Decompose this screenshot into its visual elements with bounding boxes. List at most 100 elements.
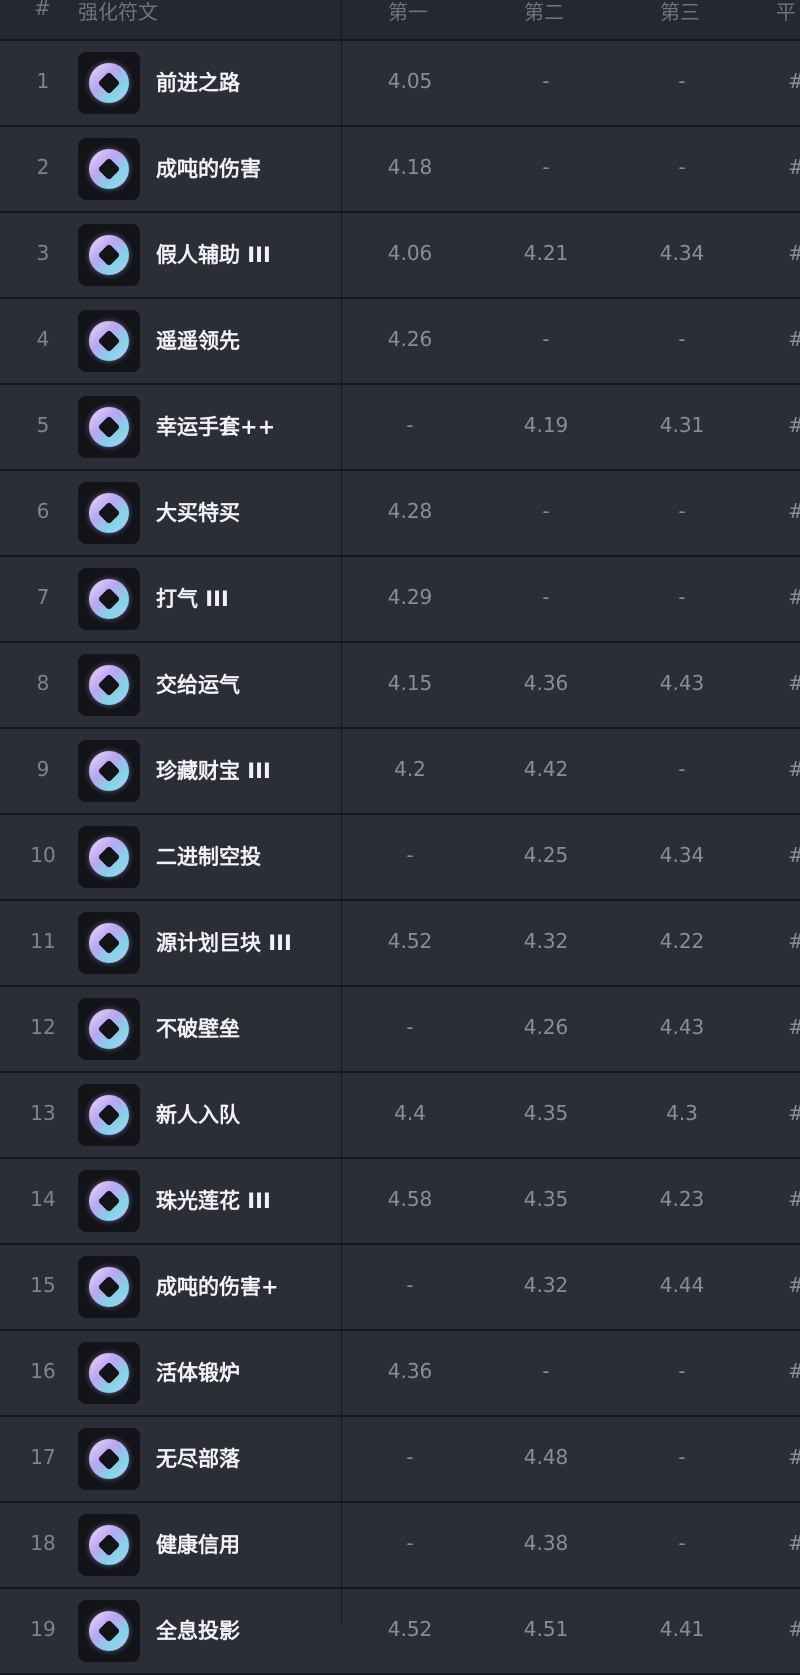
augment-name: 前进之路	[156, 71, 240, 95]
rank: 13	[30, 1101, 56, 1125]
augment-name: 幸运手套++	[156, 415, 276, 439]
avg-value: #	[788, 1617, 800, 1641]
rank: 12	[30, 1015, 56, 1039]
augment-name: 珠光莲花 III	[156, 1189, 271, 1213]
second-value: 4.19	[523, 413, 569, 437]
third-value: 4.31	[659, 413, 705, 437]
augment-name: 无尽部落	[156, 1447, 240, 1471]
table-row[interactable]: 8 交给运气 4.15 4.36 4.43 #	[0, 643, 800, 729]
swirl-icon	[78, 1256, 140, 1318]
third-value: 4.41	[659, 1617, 705, 1641]
header-third[interactable]: 第三	[660, 0, 700, 24]
first-value: 4.52	[387, 929, 433, 953]
table-row[interactable]: 1 前进之路 4.05 - - #	[0, 41, 800, 127]
third-value: -	[678, 155, 686, 179]
second-value: 4.36	[523, 671, 569, 695]
third-value: -	[678, 1531, 686, 1555]
avg-value: #	[788, 757, 800, 781]
second-value: 4.51	[523, 1617, 569, 1641]
augment-name: 珍藏财宝 III	[156, 759, 271, 783]
table-row[interactable]: 2 成吨的伤害 4.18 - - #	[0, 127, 800, 213]
money-bag-icon	[78, 1514, 140, 1576]
burst-icon	[78, 568, 140, 630]
table-row[interactable]: 6 大买特买 4.28 - - #	[0, 471, 800, 557]
second-value: -	[542, 499, 550, 523]
table-row[interactable]: 10 二进制空投 - 4.25 4.34 #	[0, 815, 800, 901]
shield-icon	[78, 998, 140, 1060]
avg-value: #	[788, 1273, 800, 1297]
third-value: 4.44	[659, 1273, 705, 1297]
header-first[interactable]: 第一	[388, 0, 428, 24]
second-value: 4.48	[523, 1445, 569, 1469]
mystery-box-icon	[78, 740, 140, 802]
augment-name: 全息投影	[156, 1619, 240, 1643]
augment-name: 二进制空投	[156, 845, 261, 869]
augment-name: 新人入队	[156, 1103, 240, 1127]
table-row[interactable]: 7 打气 III 4.29 - - #	[0, 557, 800, 643]
header-avg[interactable]: 平	[776, 0, 796, 24]
second-value: 4.25	[523, 843, 569, 867]
first-value: 4.29	[387, 585, 433, 609]
table-row[interactable]: 14 珠光莲花 III 4.58 4.35 4.23 #	[0, 1159, 800, 1245]
first-value: -	[406, 1273, 414, 1297]
table-row[interactable]: 13 新人入队 4.4 4.35 4.3 #	[0, 1073, 800, 1159]
second-value: 4.32	[523, 929, 569, 953]
helmet-flag-icon	[78, 1084, 140, 1146]
lotus-icon	[78, 1170, 140, 1232]
column-divider	[341, 0, 342, 1623]
first-value: 4.18	[387, 155, 433, 179]
header-rank: #	[34, 0, 51, 20]
table-row[interactable]: 18 健康信用 - 4.38 - #	[0, 1503, 800, 1589]
avg-value: #	[788, 1015, 800, 1039]
augment-name: 遥遥领先	[156, 329, 240, 353]
third-value: 4.22	[659, 929, 705, 953]
table-row[interactable]: 5 幸运手套++ - 4.19 4.31 #	[0, 385, 800, 471]
money-bag-slash-icon	[78, 310, 140, 372]
table-row[interactable]: 19 全息投影 4.52 4.51 4.41 #	[0, 1589, 800, 1675]
rank: 1	[36, 69, 50, 93]
helmet-icon	[78, 1428, 140, 1490]
first-value: 4.58	[387, 1187, 433, 1211]
paw-glove-icon	[78, 396, 140, 458]
augment-name: 成吨的伤害	[156, 157, 261, 181]
anvil-icon	[78, 1342, 140, 1404]
rank: 14	[30, 1187, 56, 1211]
table-row[interactable]: 9 珍藏财宝 III 4.2 4.42 - #	[0, 729, 800, 815]
second-value: 4.32	[523, 1273, 569, 1297]
first-value: 4.52	[387, 1617, 433, 1641]
coin-plus-icon	[78, 482, 140, 544]
table-row[interactable]: 3 假人辅助 III 4.06 4.21 4.34 #	[0, 213, 800, 299]
rank: 6	[36, 499, 50, 523]
table-row[interactable]: 11 源计划巨块 III 4.52 4.32 4.22 #	[0, 901, 800, 987]
table-row[interactable]: 12 不破壁垒 - 4.26 4.43 #	[0, 987, 800, 1073]
table-row[interactable]: 16 活体锻炉 4.36 - - #	[0, 1331, 800, 1417]
table-row[interactable]: 4 遥遥领先 4.26 - - #	[0, 299, 800, 385]
rank: 2	[36, 155, 50, 179]
avg-value: #	[788, 499, 800, 523]
header-name[interactable]: 强化符文	[78, 0, 158, 24]
third-value: 4.34	[659, 843, 705, 867]
rank: 4	[36, 327, 50, 351]
table-row[interactable]: 17 无尽部落 - 4.48 - #	[0, 1417, 800, 1503]
rank: 18	[30, 1531, 56, 1555]
third-value: -	[678, 327, 686, 351]
first-value: 4.05	[387, 69, 433, 93]
rank: 17	[30, 1445, 56, 1469]
avg-value: #	[788, 69, 800, 93]
rank: 8	[36, 671, 50, 695]
first-value: -	[406, 1531, 414, 1555]
rank: 9	[36, 757, 50, 781]
second-value: -	[542, 1359, 550, 1383]
table-row[interactable]: 15 成吨的伤害+ - 4.32 4.44 #	[0, 1245, 800, 1331]
swirl-icon	[78, 138, 140, 200]
avg-value: #	[788, 1359, 800, 1383]
second-value: -	[542, 69, 550, 93]
avg-value: #	[788, 155, 800, 179]
augment-name: 不破壁垒	[156, 1017, 240, 1041]
first-value: -	[406, 1445, 414, 1469]
header-second[interactable]: 第二	[524, 0, 564, 24]
dummy-icon	[78, 224, 140, 286]
augment-name: 假人辅助 III	[156, 243, 271, 267]
augment-name: 活体锻炉	[156, 1361, 240, 1385]
second-value: 4.21	[523, 241, 569, 265]
